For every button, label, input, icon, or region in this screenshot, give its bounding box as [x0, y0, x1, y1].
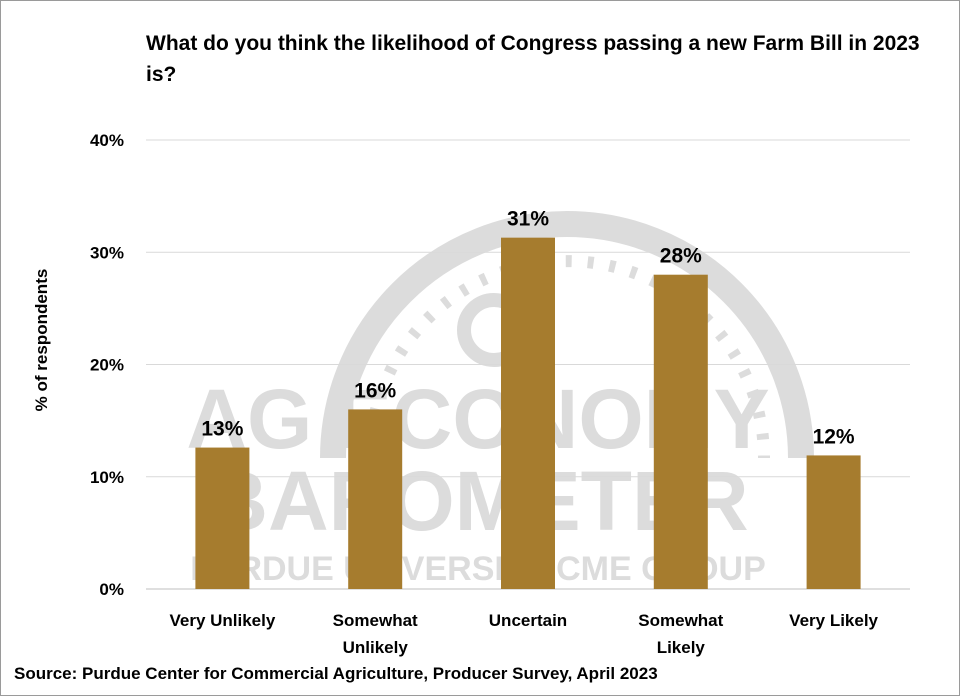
data-label: 31%: [507, 208, 549, 231]
watermark-gauge-dial: [364, 255, 770, 459]
bar: [806, 455, 861, 589]
bar: [653, 274, 708, 589]
bar: [195, 447, 250, 589]
data-label: 13%: [201, 418, 243, 441]
chart-title: What do you think the likelihood of Cong…: [146, 32, 920, 86]
bar: [501, 237, 555, 589]
bars: [195, 237, 861, 589]
x-tick-label: Somewhat Unlikely: [333, 611, 418, 657]
bar: [348, 409, 403, 589]
y-axis-label: % of respondents: [32, 268, 51, 412]
y-tick-label: 30%: [90, 243, 124, 262]
y-tick-label: 10%: [90, 468, 124, 487]
y-tick-label: 20%: [90, 356, 124, 375]
x-axis-ticks: Very Unlikely Somewhat Unlikely Uncertain So…: [169, 611, 878, 657]
data-label: 28%: [660, 245, 702, 268]
y-tick-label: 40%: [90, 131, 124, 150]
data-label: 16%: [354, 379, 396, 402]
source-note: Source: Purdue Center for Commercial Agr…: [14, 664, 658, 683]
x-tick-label: Very Unlikely: [169, 611, 275, 630]
watermark-gauge-arc: [320, 211, 814, 459]
x-tick-label: Very Likely: [789, 611, 878, 630]
data-labels: 13% 16% 31% 28% 12%: [201, 208, 855, 449]
x-tick-label: Somewhat Likely: [638, 611, 723, 657]
x-tick-label: Uncertain: [489, 611, 567, 630]
y-axis-ticks: 0% 10% 20% 30% 40%: [90, 131, 124, 599]
y-tick-label: 0%: [99, 580, 124, 599]
data-label: 12%: [813, 425, 855, 448]
